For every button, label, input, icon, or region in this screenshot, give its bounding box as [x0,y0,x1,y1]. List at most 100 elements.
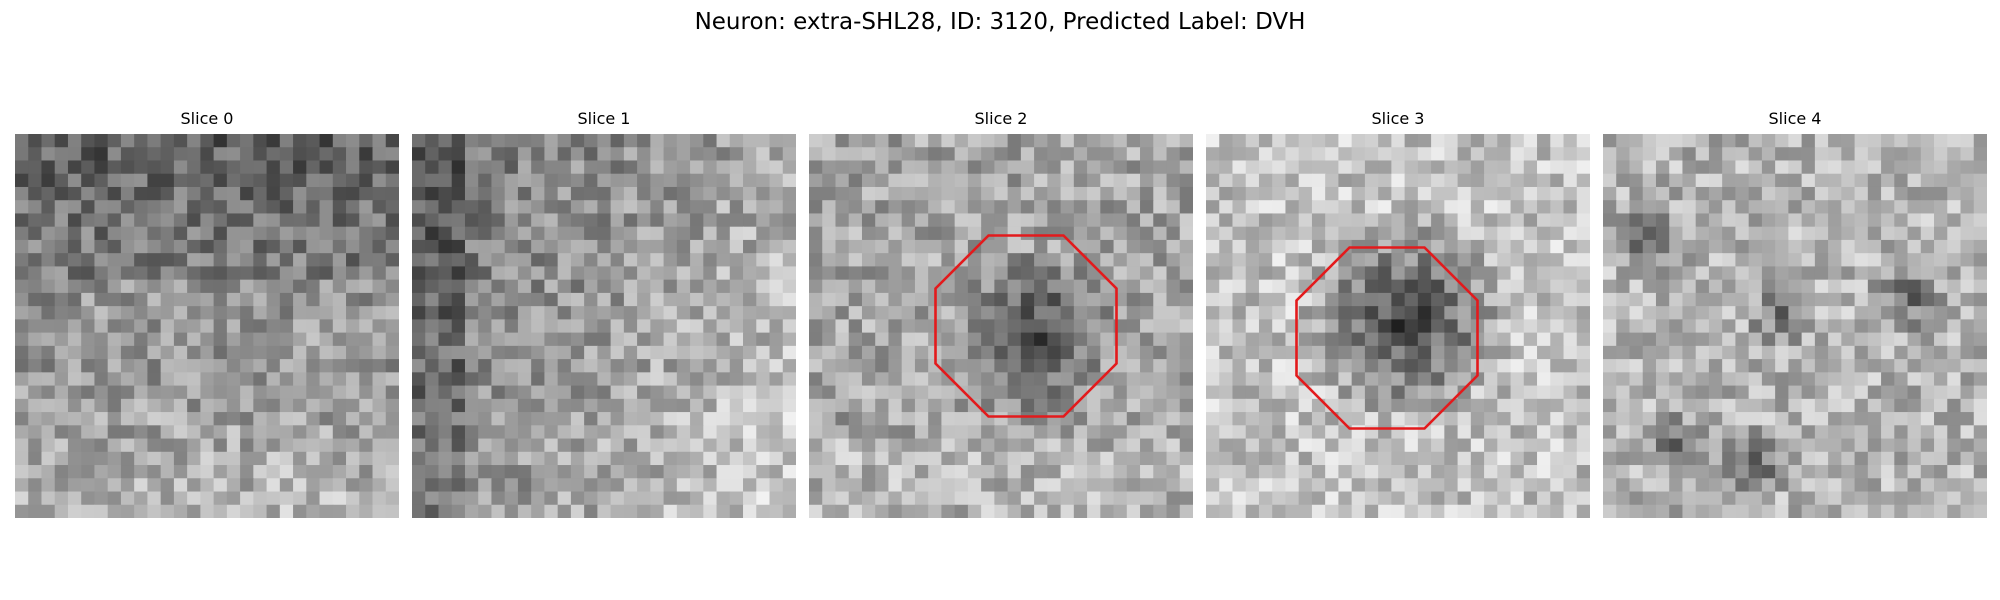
image-pixel [570,412,585,426]
image-pixel [888,412,903,426]
image-pixel [1576,319,1590,334]
image-pixel [412,239,426,254]
image-pixel [1603,451,1617,466]
image-pixel [81,504,96,518]
image-pixel [81,134,96,148]
image-pixel [346,266,360,281]
image-pixel [1695,359,1710,373]
image-pixel [491,147,506,162]
image-pixel [1457,478,1472,493]
image-pixel [517,186,532,201]
image-pixel [1219,491,1234,506]
image-pixel [1920,147,1935,162]
image-pixel [464,451,479,466]
image-pixel [1867,385,1882,400]
image-pixel [1907,279,1922,294]
image-pixel [1140,372,1154,387]
image-pixel [584,359,598,373]
image-pixel [1457,253,1472,268]
image-pixel [1761,319,1776,334]
image-pixel [266,491,281,506]
image-pixel [1550,292,1565,307]
image-pixel [676,345,691,360]
image-pixel [1748,478,1763,493]
image-pixel [1801,451,1816,466]
image-pixel [372,359,387,373]
image-pixel [928,213,943,228]
image-pixel [1113,491,1128,506]
image-pixel [703,147,718,162]
image-pixel [1034,200,1048,215]
image-pixel [173,306,188,320]
image-pixel [438,372,453,387]
image-pixel [1378,451,1392,466]
image-pixel [1550,239,1565,254]
image-pixel [1695,292,1710,307]
image-pixel [134,266,149,281]
image-pixel [1113,147,1128,162]
image-pixel [240,412,254,426]
image-pixel [1603,398,1617,413]
image-pixel [1655,345,1670,360]
image-pixel [1285,385,1300,400]
image-pixel [1073,173,1088,188]
image-pixel [1682,266,1697,281]
image-pixel [1775,147,1789,162]
image-pixel [41,213,56,228]
image-pixel [1060,504,1075,518]
image-pixel [1510,292,1525,307]
image-pixel [1325,226,1340,241]
image-pixel [1179,253,1193,268]
image-pixel [1761,239,1776,254]
image-pixel [15,253,29,268]
image-pixel [1020,253,1035,268]
image-pixel [1153,359,1168,373]
image-pixel [517,292,532,307]
image-pixel [41,425,56,440]
image-pixel [1325,319,1340,334]
image-pixel [1497,279,1512,294]
image-pixel [1351,345,1366,360]
image-pixel [610,213,625,228]
image-pixel [1404,412,1419,426]
image-pixel [1245,359,1260,373]
image-pixel [1735,385,1750,400]
image-pixel [1722,345,1737,360]
image-pixel [464,438,479,453]
image-pixel [967,160,982,175]
image-pixel [1735,398,1750,413]
image-pixel [531,372,546,387]
image-pixel [1537,345,1551,360]
image-pixel [782,504,796,518]
image-pixel [544,465,559,479]
image-pixel [637,359,651,373]
image-pixel [279,451,294,466]
image-pixel [385,465,399,479]
image-pixel [266,332,281,347]
image-pixel [1153,385,1168,400]
image-pixel [1934,412,1948,426]
image-pixel [1007,292,1022,307]
image-pixel [1153,425,1168,440]
image-pixel [1537,438,1551,453]
image-pixel [676,438,691,453]
image-pixel [1179,226,1193,241]
image-pixel [782,253,796,268]
image-pixel [1576,134,1590,148]
image-pixel [584,253,598,268]
image-pixel [1245,306,1260,320]
image-pixel [716,465,731,479]
image-pixel [385,134,399,148]
image-pixel [716,478,731,493]
image-pixel [597,253,612,268]
image-pixel [703,491,718,506]
image-pixel [1113,253,1128,268]
image-pixel [1179,160,1193,175]
image-pixel [1642,359,1657,373]
image-pixel [623,359,638,373]
image-pixel [941,398,956,413]
image-pixel [1020,398,1035,413]
image-pixel [1920,438,1935,453]
image-pixel [1020,213,1035,228]
image-pixel [504,253,519,268]
